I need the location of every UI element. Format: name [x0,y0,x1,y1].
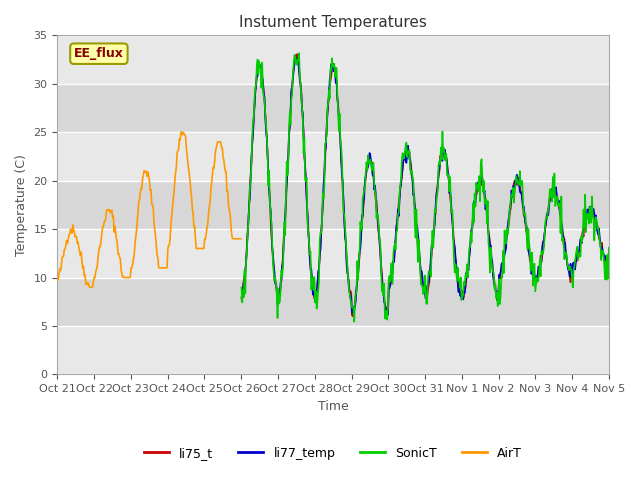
X-axis label: Time: Time [318,400,349,413]
Bar [58,84,609,132]
Legend: li75_t, li77_temp, SonicT, AirT: li75_t, li77_temp, SonicT, AirT [140,442,527,465]
Title: Instument Temperatures: Instument Temperatures [239,15,427,30]
Bar [58,180,609,229]
Text: EE_flux: EE_flux [74,47,124,60]
Y-axis label: Temperature (C): Temperature (C) [15,154,28,256]
Bar [58,277,609,326]
